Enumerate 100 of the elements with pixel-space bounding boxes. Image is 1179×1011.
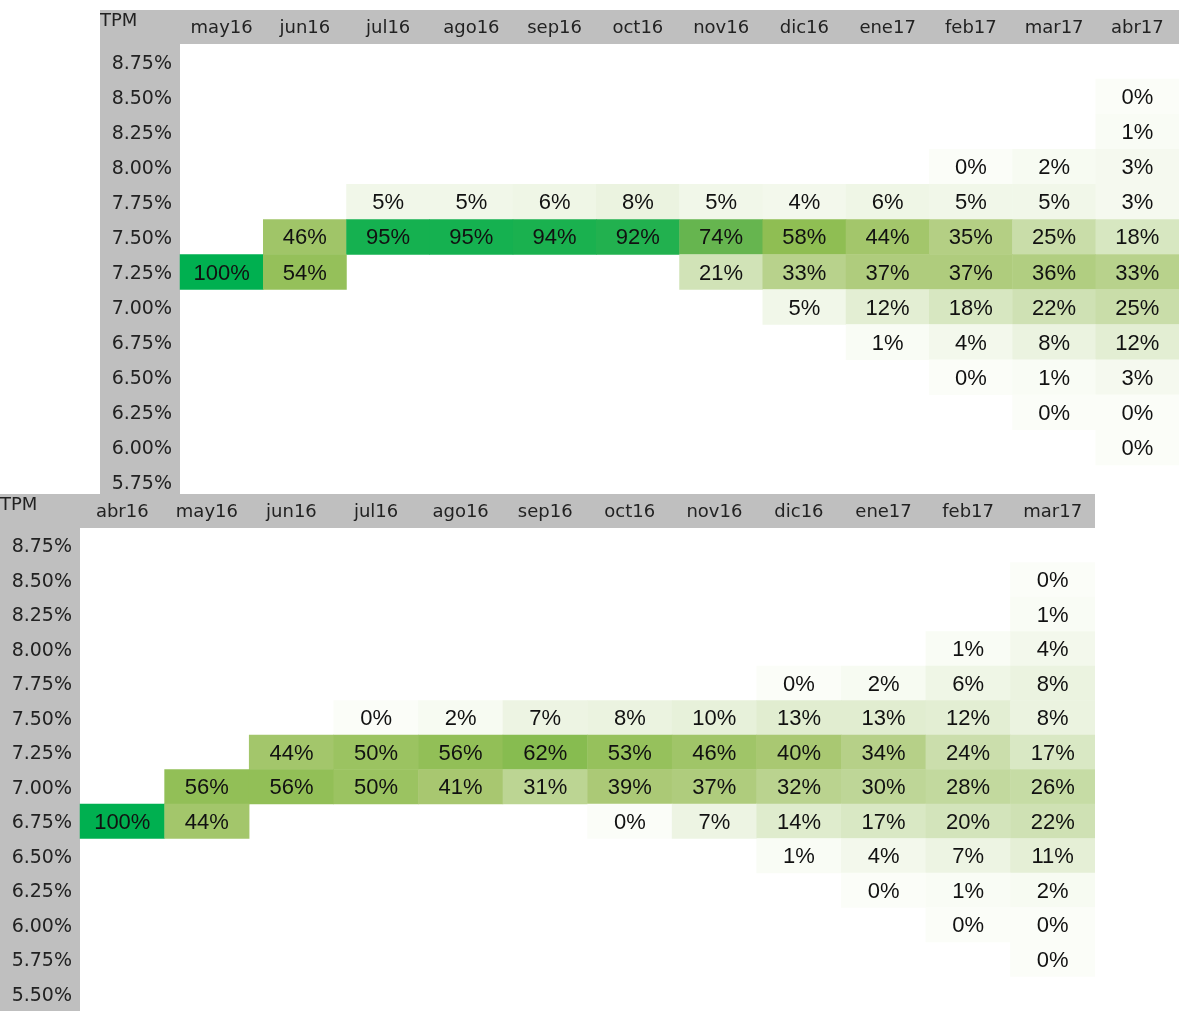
data-label: 6%	[871, 189, 904, 215]
y-tick-label: 5.75%	[111, 471, 172, 494]
data-label: 2%	[444, 705, 477, 731]
y-tick-label: 6.75%	[11, 810, 72, 833]
y-tick-label: 5.75%	[11, 948, 72, 971]
data-label: 0%	[867, 877, 900, 903]
data-label: 95%	[449, 224, 494, 250]
y-tick-label: 6.25%	[111, 401, 172, 424]
data-label: 50%	[354, 739, 399, 765]
data-label: 26%	[1030, 774, 1075, 800]
x-tick-label: oct16	[604, 499, 656, 521]
data-label: 0%	[1036, 567, 1069, 593]
data-label: 1%	[783, 843, 815, 869]
data-label: 6%	[538, 189, 571, 215]
data-label: 0%	[360, 705, 392, 731]
data-label: 8%	[613, 705, 646, 731]
y-tick-label: 6.50%	[111, 366, 172, 389]
y-tick-label: 8.75%	[11, 534, 72, 557]
data-label: 7%	[952, 843, 985, 869]
x-tick-label: ene17	[855, 499, 912, 521]
data-label: 39%	[607, 774, 652, 800]
data-label: 56%	[269, 774, 314, 800]
x-tick-label: ago16	[443, 15, 500, 37]
x-tick-label: sep16	[527, 15, 583, 37]
y-tick-label: 7.25%	[11, 741, 72, 764]
data-label: 13%	[861, 705, 906, 731]
x-tick-label: oct16	[612, 15, 664, 37]
data-label: 20%	[946, 808, 991, 834]
data-label: 22%	[1030, 808, 1075, 834]
x-tick-label: may16	[190, 15, 253, 37]
y-tick-label: 7.50%	[11, 706, 72, 729]
data-label: 74%	[699, 224, 744, 250]
data-label: 5%	[1038, 189, 1071, 215]
data-label: 1%	[1036, 601, 1069, 627]
data-label: 1%	[952, 636, 985, 662]
y-tick-label: 6.75%	[111, 331, 172, 354]
x-tick-label: jul16	[364, 15, 411, 37]
x-tick-label: nov16	[693, 15, 750, 37]
data-label: 94%	[532, 224, 577, 250]
data-label: 1%	[952, 877, 985, 903]
data-label: 1%	[1121, 119, 1154, 145]
data-label: 0%	[613, 808, 646, 834]
data-label: 4%	[954, 329, 987, 355]
x-tick-label: abr17	[1110, 15, 1164, 37]
data-label: 10%	[692, 705, 737, 731]
data-label: 6%	[952, 670, 985, 696]
data-label: 18%	[948, 294, 993, 320]
y-tick-label: 7.75%	[11, 672, 72, 695]
data-label: 13%	[776, 705, 821, 731]
data-label: 4%	[1036, 636, 1069, 662]
x-tick-label: dic16	[779, 15, 829, 37]
data-label: 5%	[455, 189, 488, 215]
x-tick-label: dic16	[774, 499, 824, 521]
data-label: 36%	[1032, 259, 1077, 285]
data-label: 4%	[788, 189, 821, 215]
data-label: 5%	[705, 189, 738, 215]
data-label: 12%	[1115, 329, 1160, 355]
data-label: 56%	[184, 774, 229, 800]
y-tick-label: 8.50%	[11, 568, 72, 591]
x-tick-label: jun16	[278, 15, 331, 37]
data-label: 14%	[776, 808, 821, 834]
y-axis-title: TPM	[98, 8, 138, 30]
data-label: 37%	[865, 259, 910, 285]
data-label: 0%	[954, 364, 987, 390]
data-label: 41%	[438, 774, 483, 800]
data-label: 17%	[861, 808, 906, 834]
x-tick-label: jul16	[352, 499, 399, 521]
data-label: 3%	[1121, 364, 1154, 390]
data-label: 35%	[948, 224, 993, 250]
x-tick-label: mar17	[1023, 499, 1083, 521]
y-tick-label: 8.50%	[111, 85, 172, 108]
y-tick-label: 7.75%	[111, 190, 172, 213]
y-tick-label: 8.25%	[111, 120, 172, 143]
data-label: 1%	[1038, 364, 1071, 390]
data-label: 0%	[954, 154, 987, 180]
data-label: 8%	[1036, 670, 1069, 696]
data-label: 21%	[699, 259, 744, 285]
data-label: 5%	[372, 189, 405, 215]
data-label: 4%	[867, 843, 900, 869]
data-label: 53%	[607, 739, 652, 765]
data-label: 1%	[871, 329, 904, 355]
x-tick-label: nov16	[686, 499, 743, 521]
y-tick-label: 6.00%	[111, 436, 172, 459]
data-label: 46%	[692, 739, 737, 765]
data-label: 0%	[1121, 434, 1154, 460]
data-label: 92%	[615, 224, 660, 250]
y-tick-label: 5.50%	[11, 982, 72, 1005]
y-tick-label: 7.25%	[111, 261, 172, 283]
data-label: 0%	[1121, 84, 1154, 110]
data-label: 0%	[1036, 946, 1069, 972]
data-label: 18%	[1115, 224, 1160, 250]
x-tick-label: may16	[175, 499, 238, 521]
data-label: 33%	[1115, 259, 1160, 285]
x-tick-label: feb17	[945, 15, 997, 37]
data-label: 33%	[782, 259, 827, 285]
y-tick-label: 8.75%	[111, 50, 172, 73]
data-label: 7%	[529, 705, 562, 731]
data-label: 46%	[282, 224, 327, 250]
x-tick-label: mar17	[1024, 15, 1084, 37]
data-label: 31%	[523, 774, 568, 800]
